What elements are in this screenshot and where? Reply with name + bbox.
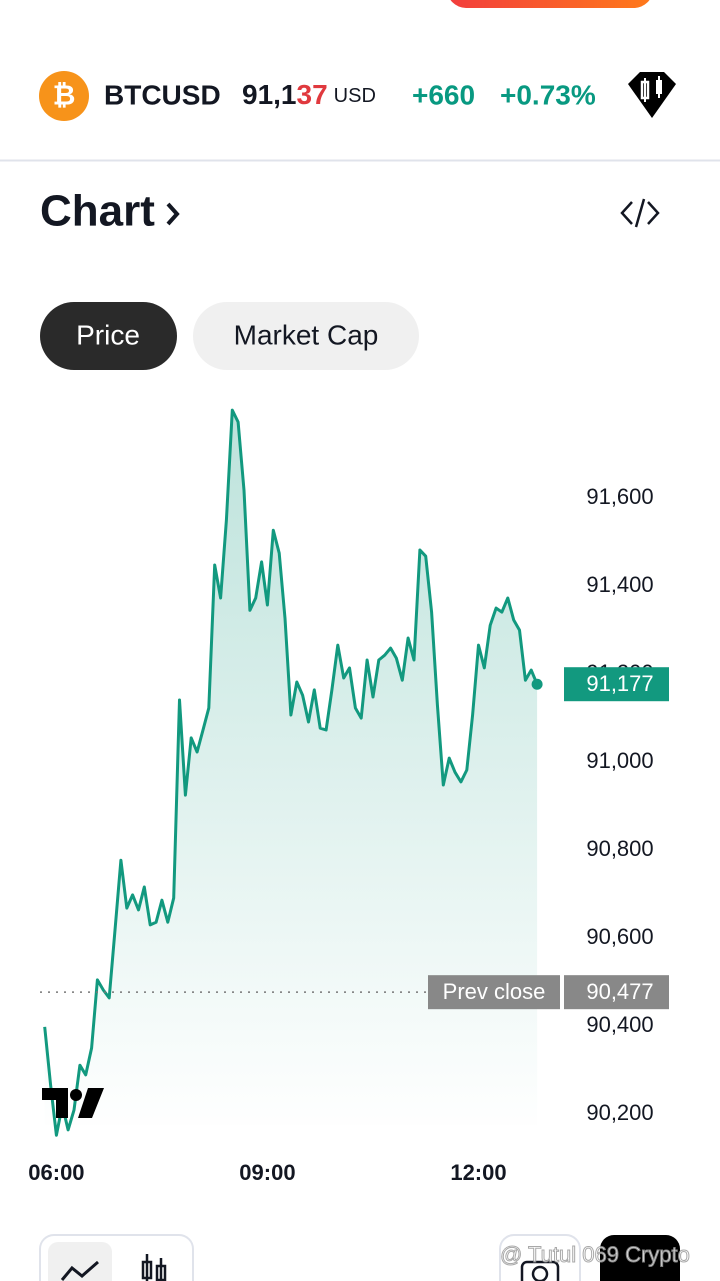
y-tick-label: 91,400 [586,572,653,597]
prev-close-value-box [564,975,669,1010]
chart: 90,20090,40090,60090,80091,00091,20091,4… [28,408,669,1185]
line-type-button[interactable] [48,1242,112,1281]
prev-close-name: Prev close [443,979,546,1004]
tab-label[interactable]: Market Cap [234,319,379,350]
y-tick-label: 91,600 [586,484,653,509]
coin-glyph: ₿ [53,79,76,110]
price-line [43,408,539,1137]
chevron[interactable] [166,202,180,226]
change-percent: +0.73% [500,79,596,110]
y-tick-label: 90,600 [586,924,653,949]
change: +660 [412,79,475,110]
price: 91,137 USD [242,79,376,110]
line-icon [60,1260,99,1281]
top-button[interactable] [447,0,653,8]
area [44,410,538,1136]
price-tail: 37 [297,79,328,110]
watermark: @ Tutul 069 Crypto [500,1242,690,1267]
candles-badge[interactable] [628,72,676,118]
coin-icon [39,71,89,121]
currency: USD [334,85,376,107]
last-price-label: 91,177 [586,671,653,696]
fullscreen-button[interactable] [600,1235,680,1281]
prev-close-value: 90,477 [586,979,653,1004]
x-tick-label: 06:00 [28,1160,84,1185]
snapshot-button[interactable] [499,1234,581,1281]
tab[interactable] [193,302,419,370]
camera-lens [531,1265,549,1281]
symbol: BTCUSD [104,79,221,110]
tv-logo [42,1088,104,1118]
y-tick-label: 90,800 [586,836,653,861]
tab-active[interactable] [40,302,177,370]
tab-label[interactable]: Price [76,319,140,350]
price-main: 91,1 [242,79,297,110]
last-point [531,678,543,690]
y-tick-label: 91,000 [586,748,653,773]
y-tick-label: 90,400 [586,1012,653,1037]
y-tick-label: 90,200 [586,1100,653,1125]
candle-type-button[interactable] [141,1254,167,1281]
x-tick-label: 12:00 [450,1160,506,1185]
section-title[interactable]: Chart [40,187,155,236]
prev-close-tag [428,975,560,1010]
last-price-box [564,667,669,702]
symbol-header: ₿ BTCUSD 91,137 USD +660 +0.73% [39,71,676,121]
camera-icon [520,1260,560,1281]
embed-icon[interactable] [620,198,660,228]
x-tick-label: 09:00 [239,1160,295,1185]
